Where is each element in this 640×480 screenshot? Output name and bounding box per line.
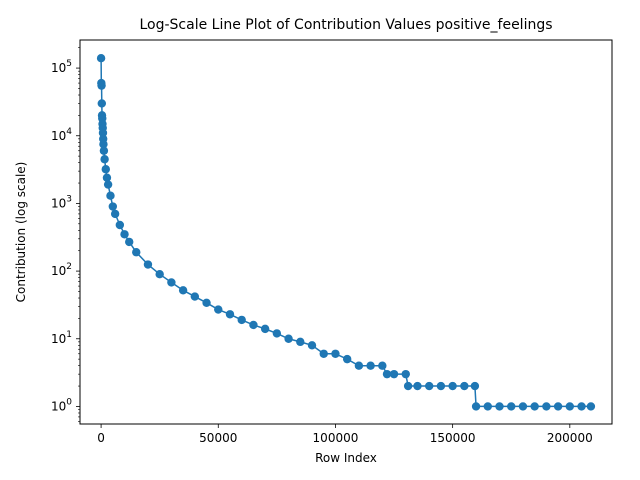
data-point [100, 155, 109, 164]
data-point [99, 146, 109, 155]
data-point [565, 402, 575, 411]
data-point [586, 402, 596, 411]
data-point [354, 361, 364, 370]
data-point [97, 81, 106, 90]
data-point [284, 334, 293, 343]
data-point [101, 165, 110, 174]
data-point [342, 354, 352, 364]
data-point [319, 349, 328, 358]
data-point [425, 381, 434, 391]
data-point [178, 286, 188, 295]
data-point [103, 180, 113, 189]
data-point [225, 310, 235, 319]
data-point [110, 209, 120, 219]
data-point [483, 402, 492, 411]
x-tick-label: 100000 [313, 431, 359, 445]
data-point [115, 220, 125, 230]
data-point [272, 329, 282, 338]
data-point [460, 381, 469, 391]
data-point [518, 402, 528, 411]
data-point [307, 341, 317, 350]
data-point [97, 99, 107, 108]
data-point [448, 381, 457, 391]
data-point [108, 202, 118, 211]
data-point [378, 361, 387, 370]
data-point [214, 305, 223, 314]
data-point [331, 349, 340, 358]
chart-title: Log-Scale Line Plot of Contribution Valu… [139, 17, 552, 33]
y-tick-label: 105 [51, 59, 72, 75]
data-point [98, 128, 108, 138]
x-axis-label: Row Index [315, 451, 377, 465]
plot-area [96, 53, 596, 411]
data-point [120, 230, 129, 239]
plot-frame [79, 39, 613, 425]
data-point [553, 402, 563, 411]
data-point [470, 381, 480, 391]
data-point [403, 381, 413, 391]
data-point [99, 140, 108, 149]
data-point [530, 402, 539, 411]
y-axis: 100 101 102 103 104 105 [51, 47, 80, 422]
data-point [96, 53, 106, 63]
data-point [577, 402, 586, 411]
data-point [132, 248, 141, 257]
x-tick-label: 0 [97, 431, 105, 445]
data-point [249, 320, 258, 330]
x-tick-label: 50000 [199, 431, 237, 445]
data-point [507, 402, 516, 411]
data-point [202, 298, 211, 307]
data-point [260, 324, 270, 334]
data-point [125, 237, 134, 247]
data-point [102, 173, 112, 182]
data-point [471, 402, 481, 411]
data-point [382, 369, 392, 379]
data-point [366, 361, 375, 370]
y-tick-label: 102 [51, 262, 72, 278]
data-point [155, 269, 164, 279]
y-tick-label: 100 [51, 397, 72, 413]
data-point [389, 369, 399, 379]
data-point [401, 369, 410, 379]
data-point [296, 337, 305, 347]
y-tick-label: 101 [51, 330, 72, 346]
y-tick-label: 104 [51, 127, 72, 143]
data-point [542, 402, 551, 411]
x-tick-label: 200000 [547, 431, 593, 445]
data-point [495, 402, 504, 411]
data-point [190, 292, 200, 301]
y-tick-label: 103 [51, 194, 72, 210]
data-point [237, 315, 246, 325]
data-point [167, 278, 176, 287]
data-point [413, 381, 422, 391]
y-axis-label: Contribution (log scale) [14, 162, 28, 303]
x-axis: 0 50000 100000 150000 200000 [97, 424, 593, 445]
data-point [143, 260, 153, 269]
data-point [106, 191, 115, 200]
data-point [436, 381, 446, 391]
x-tick-label: 150000 [430, 431, 476, 445]
